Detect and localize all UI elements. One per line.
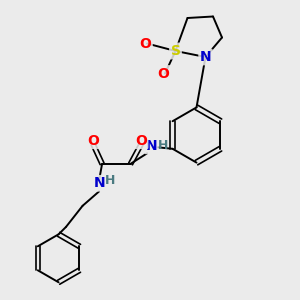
Text: N: N <box>146 139 158 153</box>
Text: S: S <box>170 44 181 58</box>
Text: H: H <box>158 139 168 152</box>
Text: H: H <box>105 174 116 187</box>
Text: O: O <box>158 67 169 80</box>
Text: N: N <box>93 176 105 190</box>
Text: O: O <box>87 134 99 148</box>
Text: N: N <box>200 50 211 64</box>
Text: O: O <box>135 134 147 148</box>
Text: O: O <box>140 37 152 50</box>
